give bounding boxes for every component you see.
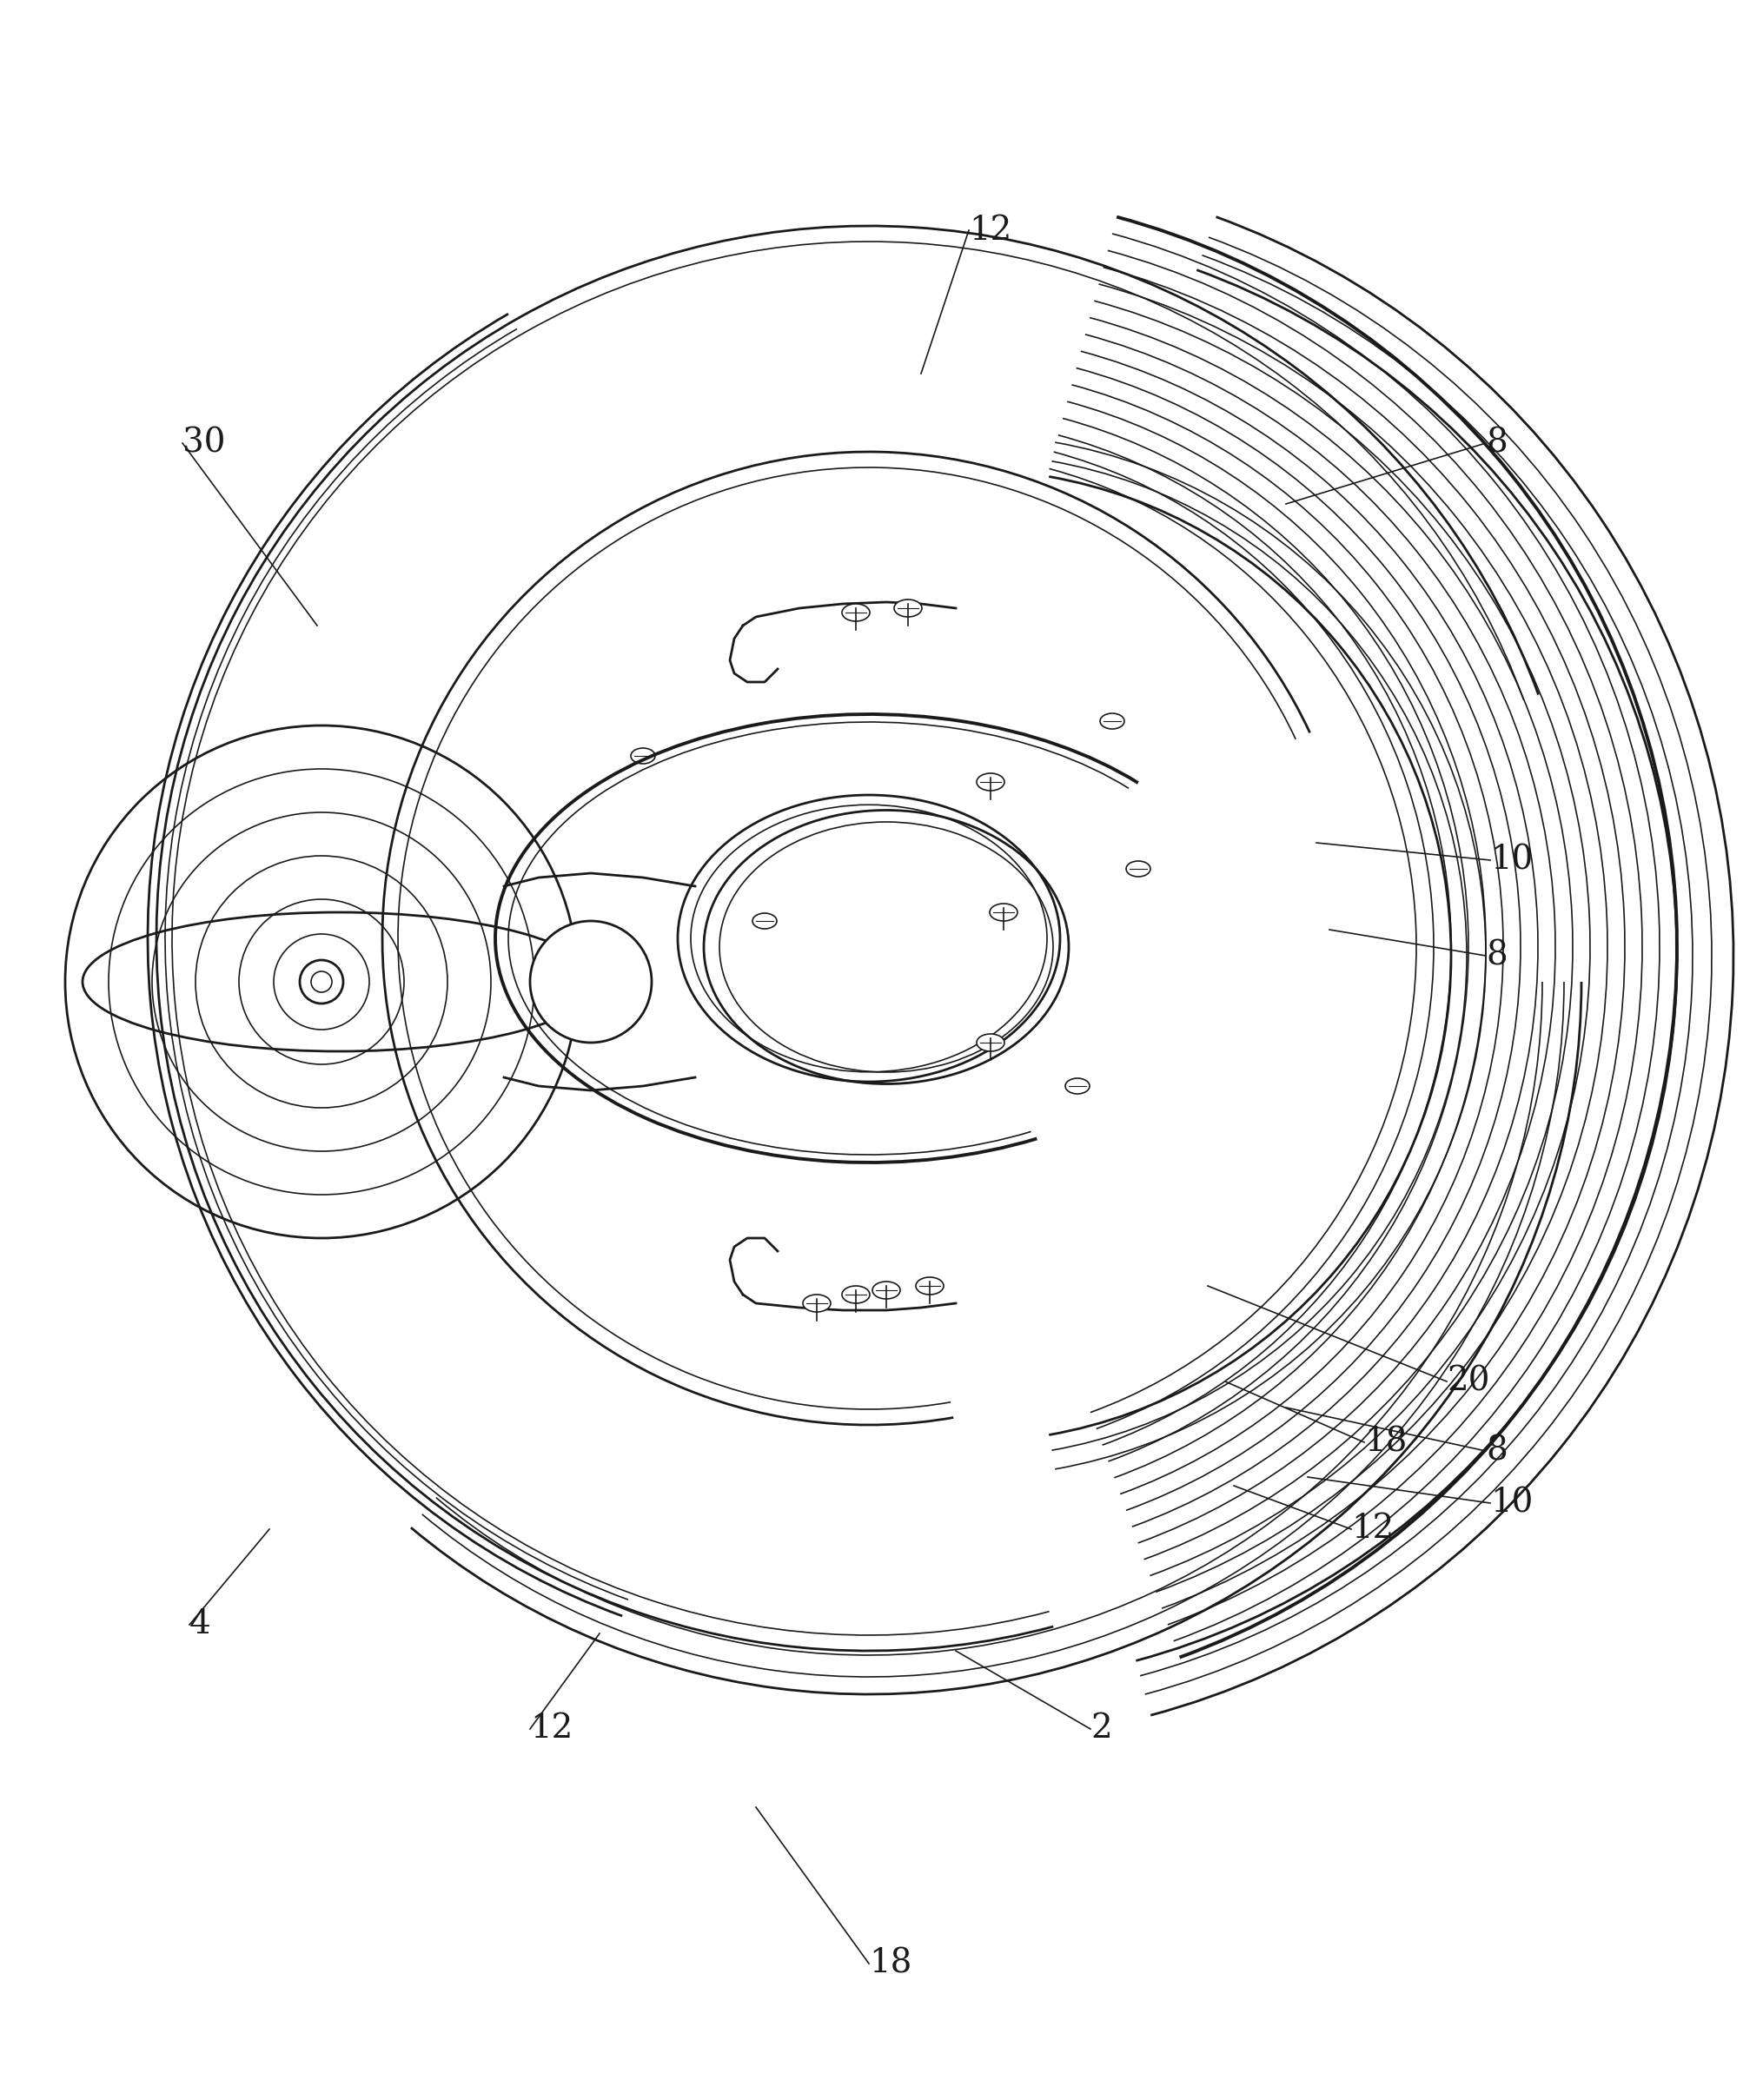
Ellipse shape (843, 605, 869, 622)
Ellipse shape (1127, 861, 1151, 876)
Ellipse shape (531, 922, 652, 1042)
Ellipse shape (977, 773, 1005, 790)
Text: 4: 4 (189, 1609, 212, 1640)
Ellipse shape (843, 1285, 869, 1304)
Text: 2: 2 (1091, 1714, 1112, 1745)
Ellipse shape (1100, 714, 1125, 729)
Ellipse shape (977, 1033, 1005, 1052)
Text: 18: 18 (869, 1947, 911, 1980)
Ellipse shape (989, 903, 1017, 922)
Ellipse shape (1065, 1077, 1090, 1094)
Text: 12: 12 (1350, 1514, 1395, 1546)
Text: 10: 10 (1490, 1487, 1534, 1518)
Text: 10: 10 (1490, 844, 1534, 876)
Text: 18: 18 (1365, 1426, 1407, 1457)
Text: 8: 8 (1486, 1434, 1507, 1468)
Text: 8: 8 (1486, 426, 1507, 460)
Text: 8: 8 (1486, 939, 1507, 972)
Ellipse shape (802, 1294, 830, 1312)
Ellipse shape (915, 1277, 943, 1294)
Ellipse shape (873, 1281, 901, 1300)
Text: 12: 12 (970, 214, 1012, 246)
Ellipse shape (631, 748, 656, 764)
Text: 20: 20 (1447, 1365, 1490, 1396)
Ellipse shape (753, 913, 777, 928)
Text: 30: 30 (182, 426, 226, 460)
Ellipse shape (894, 598, 922, 617)
Text: 12: 12 (531, 1714, 573, 1745)
